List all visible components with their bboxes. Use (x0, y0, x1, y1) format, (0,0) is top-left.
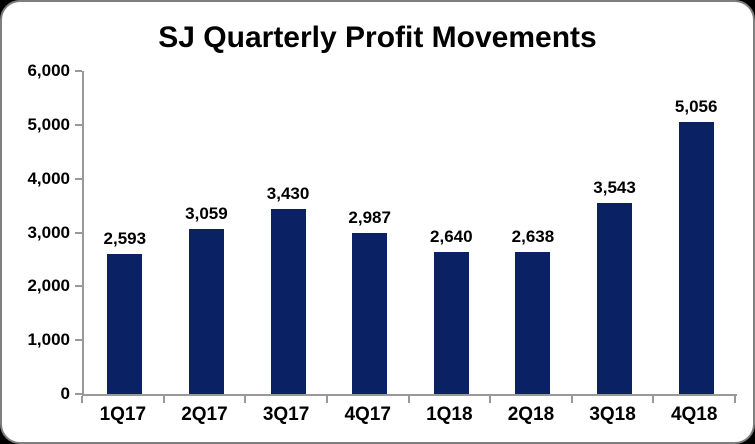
x-axis-tick (734, 396, 736, 403)
bar-value-label: 2,987 (348, 208, 391, 228)
bar-value-label: 3,430 (266, 184, 310, 204)
x-tick-label: 3Q18 (589, 404, 636, 425)
bar-value-label: 2,593 (103, 229, 147, 249)
x-tick-label: 3Q17 (262, 404, 310, 425)
y-axis-tick (75, 123, 82, 126)
x-tick-label: 1Q17 (99, 404, 147, 425)
bar-1Q17 (107, 254, 143, 394)
bar-4Q18 (678, 121, 714, 394)
y-tick-label: 4,000 (27, 168, 70, 188)
bar-3Q17 (270, 209, 306, 394)
y-axis-tick (75, 177, 82, 180)
bar-value-label: 3,543 (593, 178, 636, 198)
x-axis-tick (570, 396, 573, 403)
bar-1Q18 (433, 251, 469, 394)
y-tick-label: 1,000 (27, 330, 70, 350)
y-tick-label: 0 (60, 384, 70, 403)
x-axis-tick (244, 396, 247, 403)
y-tick-label: 6,000 (27, 61, 70, 80)
x-tick-label: 4Q18 (670, 404, 718, 425)
bar-value-label: 5,056 (674, 96, 718, 116)
bar-2Q18 (515, 252, 551, 394)
x-axis-tick (652, 396, 655, 403)
y-axis-tick (75, 339, 82, 342)
bar-4Q17 (352, 233, 388, 394)
y-axis-tick (75, 70, 82, 72)
x-axis-tick (489, 396, 492, 403)
bar-3Q18 (597, 203, 633, 394)
x-axis-tick (81, 396, 83, 403)
chart-title: SJ Quarterly Profit Movements (158, 21, 597, 54)
y-axis-tick (75, 231, 82, 234)
y-tick-label: 2,000 (27, 276, 70, 296)
x-tick-label: 2Q17 (181, 404, 228, 425)
bar-2Q17 (188, 229, 224, 394)
bar-value-label: 2,640 (430, 226, 473, 246)
x-tick-label: 1Q18 (426, 404, 473, 425)
x-axis-tick (325, 396, 328, 403)
x-tick-label: 2Q18 (507, 404, 555, 425)
bar-value-label: 3,059 (185, 204, 228, 224)
x-axis-tick (162, 396, 165, 403)
bar-value-label: 2,638 (511, 226, 555, 246)
x-tick-label: 4Q17 (344, 404, 391, 425)
plot-area: 2,593 3,059 3,430 2,987 2,640 2,638 3,543 5,056 (82, 71, 737, 396)
y-axis-tick (75, 285, 82, 288)
y-axis-tick (75, 393, 82, 395)
y-tick-label: 3,000 (27, 222, 70, 242)
y-tick-label: 5,000 (27, 114, 70, 134)
x-axis-tick (407, 396, 410, 403)
